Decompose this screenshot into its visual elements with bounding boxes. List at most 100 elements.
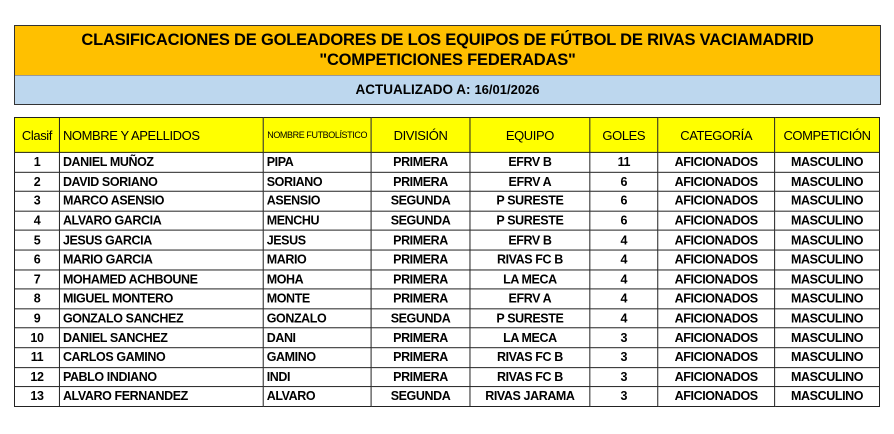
cell-name: MIGUEL MONTERO (58, 288, 264, 310)
table-row: 2 DAVID SORIANO SORIANO PRIMERA EFRV A 6 AFICI… (13, 171, 880, 192)
cell-division: PRIMERA (370, 171, 471, 192)
table-row: 8 MIGUEL MONTERO MONTE PRIMERA EFRV A 4 AFICIO… (13, 288, 880, 310)
cell-team: RIVAS FC B (469, 347, 591, 368)
cell-nickname: MONTE (262, 288, 372, 310)
cell-team: RIVAS JARAMA (469, 386, 591, 407)
cell-clasif: 2 (13, 171, 60, 192)
table-row: 13 ALVARO FERNANDEZ ALVARO SEGUNDA RIVAS JAR… (13, 386, 880, 407)
cell-category: AFICIONADOS (657, 347, 776, 368)
column-header-category: CATEGORÍA (657, 117, 776, 153)
cell-division: PRIMERA (370, 327, 471, 349)
cell-clasif: 9 (13, 308, 60, 329)
cell-competition: MASCULINO (774, 171, 880, 192)
table-row: 5 JESUS GARCIA JESUS PRIMERA EFRV B 4 AFICIONA… (13, 229, 880, 251)
title-line-1: CLASIFICACIONES DE GOLEADORES DE LOS EQU… (81, 31, 814, 49)
cell-name: MARCO ASENSIO (58, 190, 264, 212)
title-banner: CLASIFICACIONES DE GOLEADORES DE LOS EQU… (15, 26, 880, 75)
cell-category: AFICIONADOS (657, 327, 776, 349)
cell-competition: MASCULINO (774, 327, 880, 349)
table-row: 6 MARIO GARCIA MARIO PRIMERA RIVAS FC B 4 AFIC… (13, 249, 880, 271)
cell-division: PRIMERA (370, 229, 471, 251)
cell-nickname: PIPA (262, 151, 372, 173)
cell-team: P SURESTE (469, 308, 591, 329)
cell-nickname: ALVARO (262, 386, 372, 407)
cell-category: AFICIONADOS (657, 210, 776, 231)
column-header-division: DIVISIÓN (370, 117, 471, 153)
cell-team: P SURESTE (469, 210, 591, 231)
report-header: CLASIFICACIONES DE GOLEADORES DE LOS EQU… (14, 25, 881, 105)
cell-category: AFICIONADOS (657, 190, 776, 212)
cell-category: AFICIONADOS (657, 308, 776, 329)
cell-name: JESUS GARCIA (58, 229, 264, 251)
cell-category: AFICIONADOS (657, 366, 776, 388)
cell-category: AFICIONADOS (657, 269, 776, 290)
cell-name: GONZALO SANCHEZ (58, 308, 264, 329)
cell-category: AFICIONADOS (657, 151, 776, 173)
cell-division: PRIMERA (370, 366, 471, 388)
cell-category: AFICIONADOS (657, 288, 776, 310)
cell-category: AFICIONADOS (657, 249, 776, 271)
cell-team: RIVAS FC B (469, 366, 591, 388)
table-row: 12 PABLO INDIANO INDI PRIMERA RIVAS FC B 3 AFI… (13, 366, 880, 388)
cell-division: PRIMERA (370, 151, 471, 173)
cell-goals: 3 (589, 386, 659, 407)
cell-division: SEGUNDA (370, 210, 471, 231)
title-line-2: "COMPETICIONES FEDERADAS" (319, 51, 576, 69)
cell-clasif: 3 (13, 190, 60, 212)
updated-banner: ACTUALIZADO A: 16/01/2026 (15, 75, 880, 104)
cell-competition: MASCULINO (774, 190, 880, 212)
cell-competition: MASCULINO (774, 347, 880, 368)
cell-team: LA MECA (469, 269, 591, 290)
column-header-team: EQUIPO (469, 117, 591, 153)
cell-goals: 4 (589, 288, 659, 310)
cell-clasif: 4 (13, 210, 60, 231)
cell-nickname: MARIO (262, 249, 372, 271)
cell-goals: 4 (589, 229, 659, 251)
updated-date: 16/01/2026 (474, 82, 540, 97)
cell-division: PRIMERA (370, 347, 471, 368)
cell-nickname: JESUS (262, 229, 372, 251)
cell-nickname: INDI (262, 366, 372, 388)
table-row: 4 ALVARO GARCIA MENCHU SEGUNDA P SURESTE 6 AFI… (13, 210, 880, 231)
cell-nickname: DANI (262, 327, 372, 349)
cell-competition: MASCULINO (774, 386, 880, 407)
cell-name: MOHAMED ACHBOUNE (58, 269, 264, 290)
cell-team: RIVAS FC B (469, 249, 591, 271)
scorers-table: Clasif NOMBRE Y APELLIDOS NOMBRE FUTBOLÍST… (13, 117, 880, 407)
cell-goals: 6 (589, 171, 659, 192)
cell-name: PABLO INDIANO (58, 366, 264, 388)
cell-category: AFICIONADOS (657, 229, 776, 251)
cell-competition: MASCULINO (774, 210, 880, 231)
cell-name: DAVID SORIANO (58, 171, 264, 192)
cell-nickname: SORIANO (262, 171, 372, 192)
cell-team: LA MECA (469, 327, 591, 349)
cell-division: PRIMERA (370, 269, 471, 290)
cell-competition: MASCULINO (774, 308, 880, 329)
cell-clasif: 5 (13, 229, 60, 251)
column-header-goals: GOLES (589, 117, 659, 153)
table-row: 3 MARCO ASENSIO ASENSIO SEGUNDA P SURESTE 6 AF… (13, 190, 880, 212)
cell-clasif: 12 (13, 366, 60, 388)
cell-goals: 3 (589, 366, 659, 388)
cell-category: AFICIONADOS (657, 171, 776, 192)
table-row: 7 MOHAMED ACHBOUNE MOHA PRIMERA LA MECA 4 AFIC… (13, 269, 880, 290)
cell-clasif: 13 (13, 386, 60, 407)
cell-competition: MASCULINO (774, 151, 880, 173)
cell-division: PRIMERA (370, 249, 471, 271)
cell-nickname: GONZALO (262, 308, 372, 329)
cell-name: ALVARO GARCIA (58, 210, 264, 231)
cell-name: CARLOS GAMINO (58, 347, 264, 368)
cell-clasif: 8 (13, 288, 60, 310)
cell-nickname: GAMINO (262, 347, 372, 368)
column-header-competition: COMPETICIÓN (774, 117, 880, 153)
cell-team: EFRV A (469, 288, 591, 310)
cell-name: MARIO GARCIA (58, 249, 264, 271)
cell-division: SEGUNDA (370, 308, 471, 329)
cell-goals: 11 (589, 151, 659, 173)
cell-name: DANIEL MUÑOZ (58, 151, 264, 173)
cell-clasif: 1 (13, 151, 60, 173)
cell-competition: MASCULINO (774, 269, 880, 290)
cell-nickname: ASENSIO (262, 190, 372, 212)
table-row: 10 DANIEL SANCHEZ DANI PRIMERA LA MECA 3 AFICI… (13, 327, 880, 349)
